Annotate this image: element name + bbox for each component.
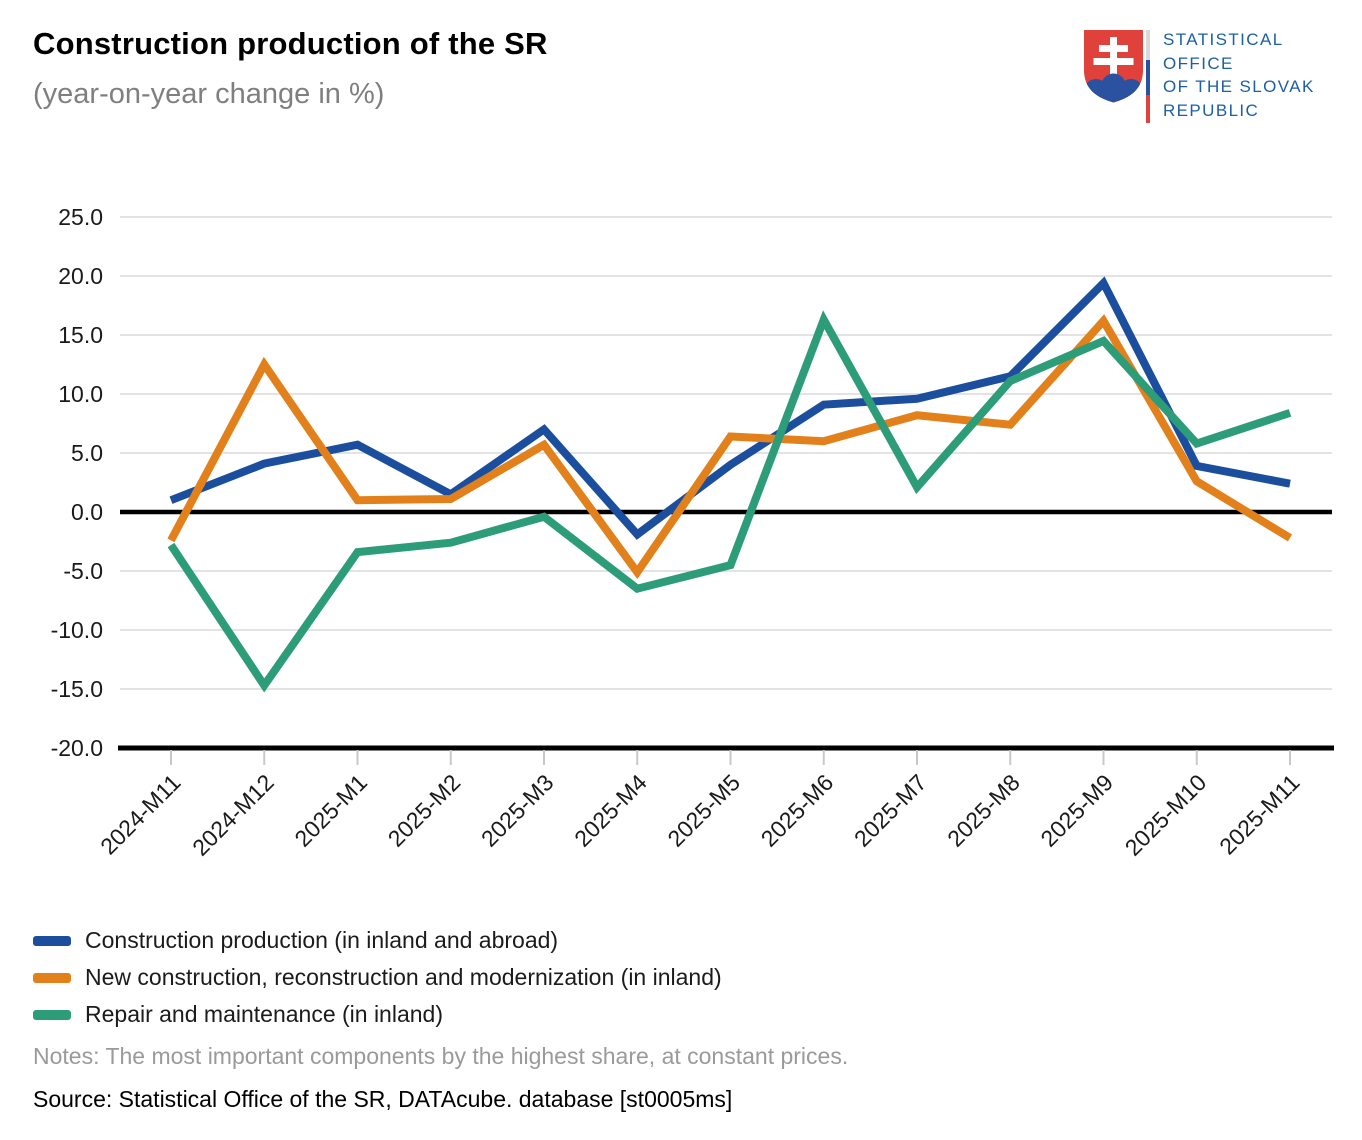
line-chart: 25.0 20.0 15.0 10.0 5.0 0.0 -5.0 -10.0 -15.0 -20.… — [51, 204, 1334, 861]
legend-swatch-green — [33, 1009, 71, 1020]
y-axis-label: -5.0 — [63, 558, 103, 584]
logo-line-1: STATISTICAL — [1163, 30, 1284, 49]
logo-line-2: OFFICE — [1163, 53, 1234, 73]
statistical-office-logo: STATISTICAL OFFICE OF THE SLOVAK REPUBLI… — [1082, 26, 1342, 126]
legend-item-construction-production: Construction production (in inland and a… — [33, 922, 722, 959]
logo-separator-bar — [1146, 30, 1150, 123]
x-axis-label: 2025-M9 — [1035, 769, 1118, 852]
series-line — [169, 276, 1291, 540]
y-axis-label: -10.0 — [51, 617, 103, 643]
x-axis-label: 2025-M11 — [1214, 769, 1304, 859]
legend-swatch-orange — [33, 972, 71, 983]
x-axis-label: 2024-M11 — [95, 769, 185, 859]
slovak-coat-of-arms-icon — [1084, 30, 1143, 103]
logo-line-3: OF THE SLOVAK — [1163, 77, 1315, 96]
x-axis-label: 2025-M5 — [662, 769, 745, 852]
y-axis-label: 25.0 — [58, 204, 103, 230]
series-line — [167, 314, 1293, 580]
chart-source: Source: Statistical Office of the SR, DA… — [33, 1086, 733, 1112]
series-line — [167, 310, 1292, 693]
x-axis-label: 2025-M8 — [942, 769, 1025, 852]
y-axis-label: 20.0 — [58, 263, 103, 289]
logo-org-name: STATISTICAL OFFICE OF THE SLOVAK REPUBLI… — [1163, 28, 1315, 122]
x-axis-label: 2024-M12 — [187, 769, 279, 861]
y-axis-label: 5.0 — [71, 440, 103, 466]
chart-subtitle: (year-on-year change in %) — [33, 78, 385, 110]
logo-line-4: REPUBLIC — [1163, 100, 1260, 120]
x-axis-label: 2025-M4 — [569, 769, 652, 852]
legend-item-repair-maintenance: Repair and maintenance (in inland) — [33, 996, 722, 1033]
legend-label: Construction production (in inland and a… — [85, 927, 559, 953]
x-axis-label: 2025-M1 — [289, 769, 372, 852]
chart-legend: Construction production (in inland and a… — [33, 922, 722, 1033]
legend-label: Repair and maintenance (in inland) — [85, 1001, 443, 1027]
x-axis-label: 2025-M7 — [849, 769, 932, 852]
legend-item-new-construction: New construction, reconstruction and mod… — [33, 959, 722, 996]
y-axis-label: -20.0 — [51, 735, 103, 761]
chart-title: Construction production of the SR — [33, 26, 548, 61]
x-axis-label: 2025-M10 — [1120, 769, 1212, 861]
chart-notes: Notes: The most important components by … — [33, 1043, 849, 1069]
y-axis-label: 15.0 — [58, 322, 103, 348]
y-axis-label: 10.0 — [58, 381, 103, 407]
x-axis-label: 2025-M3 — [476, 769, 559, 852]
x-axis-label: 2025-M2 — [383, 769, 466, 852]
x-axis-label: 2025-M6 — [756, 769, 839, 852]
legend-label: New construction, reconstruction and mod… — [85, 964, 722, 990]
y-axis-label: 0.0 — [71, 499, 103, 525]
y-axis-label: -15.0 — [51, 676, 103, 702]
legend-swatch-blue — [33, 935, 71, 946]
